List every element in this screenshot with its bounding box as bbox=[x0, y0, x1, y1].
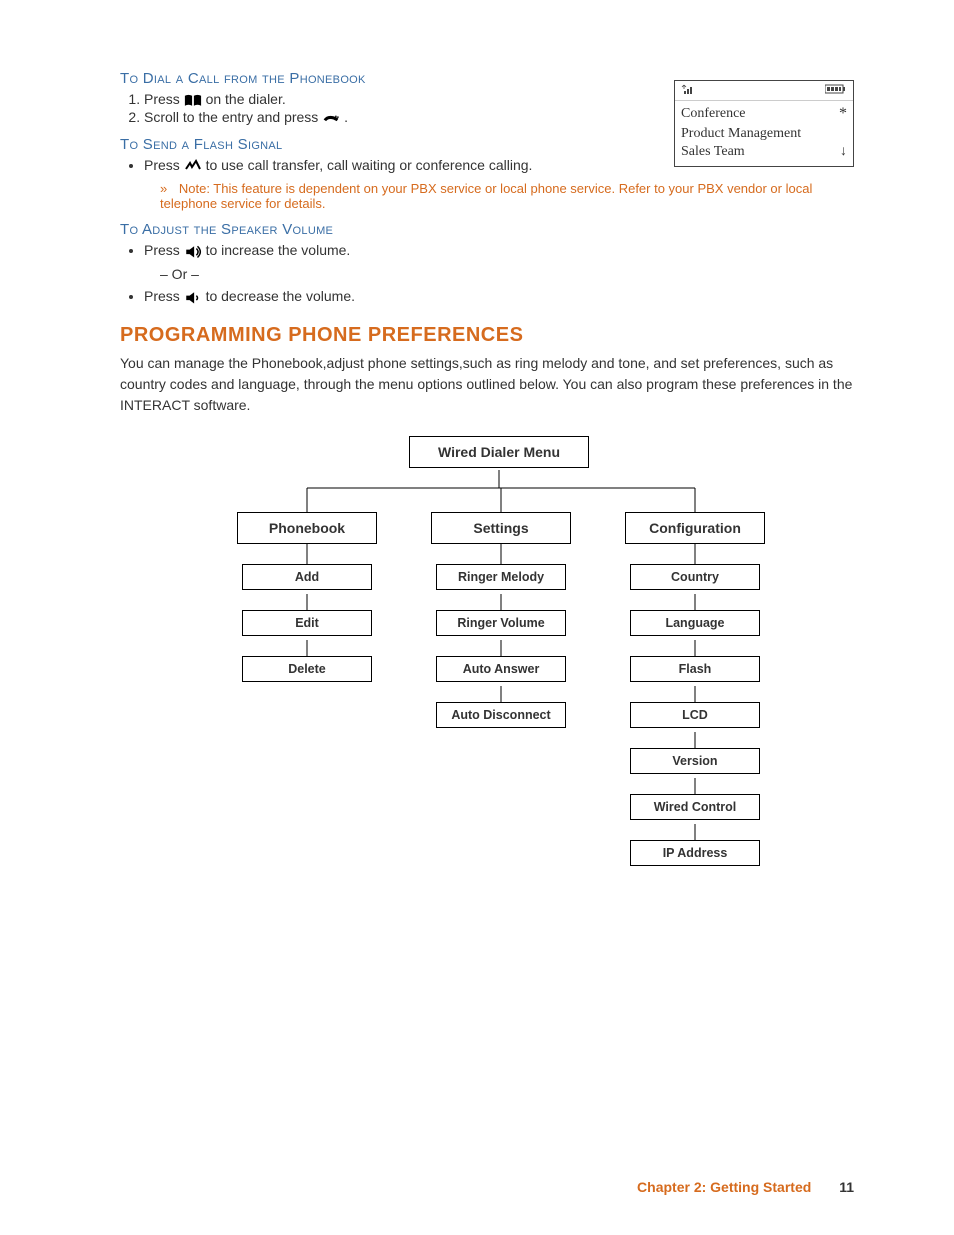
phone-body: Conference * Product Management Sales Te… bbox=[675, 101, 853, 166]
tree-item: Country bbox=[630, 564, 760, 590]
vol-up-bullet: Press to increase the volume. bbox=[144, 242, 854, 258]
phone-status-bar bbox=[675, 81, 853, 101]
tree-head-phonebook: Phonebook bbox=[237, 512, 377, 544]
note-text: Note: This feature is dependent on your … bbox=[160, 181, 812, 211]
text: Scroll to the entry and press bbox=[144, 109, 322, 125]
tree-item: Add bbox=[242, 564, 372, 590]
phone-star: * bbox=[839, 104, 847, 125]
text: to increase the volume. bbox=[206, 242, 351, 258]
signal-icon bbox=[681, 84, 695, 97]
or-separator: – Or – bbox=[160, 266, 854, 282]
volume-up-icon bbox=[184, 244, 202, 258]
raquo-icon: » bbox=[160, 181, 167, 196]
phone-row-2: Product Management bbox=[681, 125, 847, 143]
vol-down-bullet: Press to decrease the volume. bbox=[144, 288, 854, 304]
flash-icon bbox=[184, 159, 202, 173]
tree-item: Ringer Volume bbox=[436, 610, 566, 636]
text: . bbox=[344, 109, 348, 125]
text: to use call transfer, call waiting or co… bbox=[206, 157, 533, 173]
text: to decrease the volume. bbox=[206, 288, 355, 304]
phone-down-arrow: ↓ bbox=[840, 143, 847, 161]
phone-lcd-mockup: Conference * Product Management Sales Te… bbox=[674, 80, 854, 167]
tree-item: Version bbox=[630, 748, 760, 774]
tree-item: Delete bbox=[242, 656, 372, 682]
phone-row-1: Conference bbox=[681, 105, 746, 123]
text: on the dialer. bbox=[206, 91, 286, 107]
tree-item: Auto Answer bbox=[436, 656, 566, 682]
tree-item: Wired Control bbox=[630, 794, 760, 820]
text: Press bbox=[144, 91, 184, 107]
tree-item: LCD bbox=[630, 702, 760, 728]
vol-list-2: Press to decrease the volume. bbox=[120, 288, 854, 304]
page-heading: PROGRAMMING PHONE PREFERENCES bbox=[120, 324, 854, 347]
intro-paragraph: You can manage the Phonebook,adjust phon… bbox=[120, 353, 854, 416]
page-number: 11 bbox=[839, 1179, 854, 1195]
tree-item: Flash bbox=[630, 656, 760, 682]
section-title-volume: To Adjust the Speaker Volume bbox=[120, 221, 854, 238]
page-footer: Chapter 2: Getting Started 11 bbox=[637, 1179, 854, 1195]
text: Press bbox=[144, 157, 184, 173]
book-icon bbox=[184, 93, 202, 107]
tree-item: Language bbox=[630, 610, 760, 636]
tree-item: Edit bbox=[242, 610, 372, 636]
tree-item: Auto Disconnect bbox=[436, 702, 566, 728]
tree-head-configuration: Configuration bbox=[625, 512, 765, 544]
tree-item: Ringer Melody bbox=[436, 564, 566, 590]
phone-pickup-icon bbox=[322, 112, 340, 126]
tree-item: IP Address bbox=[630, 840, 760, 866]
text: Press bbox=[144, 242, 184, 258]
vol-list-1: Press to increase the volume. bbox=[120, 242, 854, 258]
volume-down-icon bbox=[184, 290, 202, 304]
menu-tree-diagram: Wired Dialer Menu Phonebook Settings Config… bbox=[177, 436, 797, 896]
chapter-label: Chapter 2: Getting Started bbox=[637, 1179, 811, 1195]
text: Press bbox=[144, 288, 184, 304]
tree-root: Wired Dialer Menu bbox=[409, 436, 589, 468]
tree-head-settings: Settings bbox=[431, 512, 571, 544]
flash-note: » Note: This feature is dependent on you… bbox=[160, 181, 854, 211]
battery-icon bbox=[825, 84, 847, 97]
phone-row-3: Sales Team bbox=[681, 143, 745, 161]
